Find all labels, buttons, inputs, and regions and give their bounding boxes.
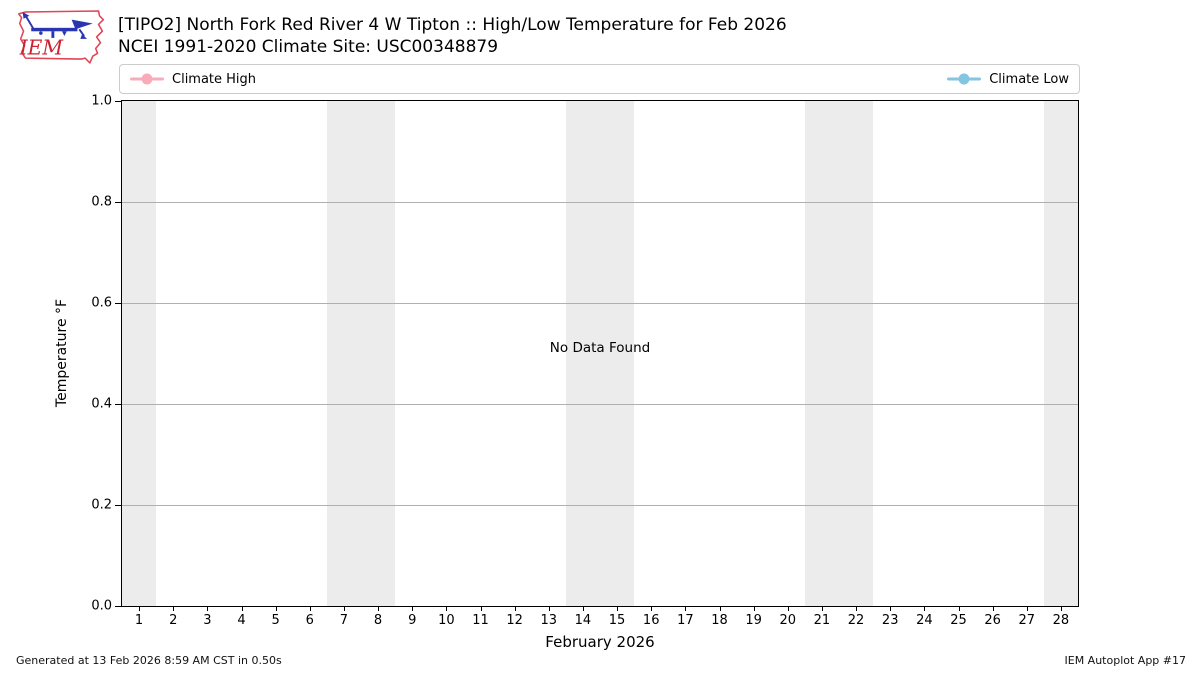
x-tick-mark	[343, 606, 345, 611]
y-tick-label: 0.4	[91, 396, 112, 412]
x-tick-mark	[719, 606, 721, 611]
x-tick-label: 21	[813, 613, 831, 628]
x-tick-label: 5	[271, 613, 280, 628]
x-tick-mark	[958, 606, 960, 611]
x-tick-mark	[309, 606, 311, 611]
x-tick-label: 14	[574, 613, 592, 628]
x-tick-label: 1	[134, 613, 144, 628]
x-tick-mark	[548, 606, 550, 611]
x-tick-label: 28	[1052, 613, 1070, 628]
x-tick-mark	[787, 606, 789, 611]
title-block: [TIPO2] North Fork Red River 4 W Tipton …	[118, 14, 787, 58]
legend-label-climate-low: Climate Low	[989, 71, 1069, 87]
climate-low-marker-icon	[947, 73, 982, 85]
x-tick-label: 4	[237, 613, 246, 628]
weekend-band	[804, 101, 874, 606]
plot-area: No Data Found 1.0 0.8 0.6 0.4 0.2 0.0 1 2 3 4 5 6 7 8…	[91, 94, 1079, 628]
x-tick-label: 24	[916, 613, 933, 628]
x-tick-mark	[378, 606, 380, 611]
y-axis-label: Temperature °F	[54, 298, 70, 408]
x-tick-mark	[582, 606, 584, 611]
x-tick-mark	[1026, 606, 1028, 611]
y-tick-mark	[115, 101, 122, 102]
x-tick-label: 7	[339, 613, 349, 628]
weekend-band	[565, 101, 635, 606]
y-tick-label: 1.0	[91, 93, 112, 109]
chart-title: [TIPO2] North Fork Red River 4 W Tipton …	[118, 15, 787, 35]
legend-box: Climate High Climate Low	[119, 64, 1080, 94]
x-tick-mark	[412, 606, 414, 611]
y-tick-label: 0.6	[91, 295, 112, 311]
x-tick-mark	[617, 606, 619, 611]
x-tick-mark	[446, 606, 448, 611]
generated-timestamp: Generated at 13 Feb 2026 8:59 AM CST in …	[16, 654, 282, 667]
x-tick-label: 19	[745, 613, 762, 628]
y-gridline	[122, 202, 1078, 203]
x-tick-label: 25	[950, 613, 967, 628]
x-tick-mark	[275, 606, 277, 611]
x-tick-label: 3	[203, 613, 212, 628]
y-gridline	[122, 404, 1078, 405]
weekend-band	[326, 101, 396, 606]
x-tick-mark	[207, 606, 209, 611]
x-tick-mark	[241, 606, 243, 611]
y-tick-mark	[115, 202, 122, 203]
x-tick-mark	[890, 606, 892, 611]
y-tick-mark	[115, 606, 122, 607]
x-tick-mark	[753, 606, 755, 611]
x-tick-label: 20	[779, 613, 797, 628]
y-tick-mark	[115, 303, 122, 304]
x-tick-label: 12	[506, 613, 523, 628]
x-tick-label: 16	[642, 613, 660, 628]
x-tick-label: 17	[677, 613, 694, 628]
x-tick-mark	[685, 606, 687, 611]
y-tick-label: 0.8	[91, 194, 112, 210]
x-tick-label: 10	[438, 613, 455, 628]
x-tick-mark	[651, 606, 653, 611]
x-tick-label: 13	[540, 613, 558, 628]
x-tick-mark	[514, 606, 516, 611]
y-tick-mark	[115, 404, 122, 405]
climate-high-marker-icon	[130, 73, 164, 85]
x-tick-mark	[856, 606, 858, 611]
weekend-band	[1043, 101, 1078, 606]
x-tick-label: 26	[984, 613, 1001, 628]
y-gridline	[122, 303, 1078, 304]
legend-label-climate-high: Climate High	[172, 71, 257, 87]
y-tick-label: 0.0	[91, 598, 112, 614]
x-tick-mark	[924, 606, 926, 611]
x-tick-mark	[821, 606, 823, 611]
x-tick-mark	[480, 606, 482, 611]
weather-vane-icon	[22, 11, 93, 39]
x-tick-label: 15	[608, 613, 626, 628]
x-tick-label: 23	[881, 613, 899, 628]
x-tick-label: 8	[373, 613, 383, 628]
logo-text: IEM	[19, 35, 65, 59]
y-tick-mark	[115, 505, 122, 506]
x-tick-label: 9	[408, 613, 417, 628]
x-axis-label: February 2026	[545, 633, 655, 651]
y-gridline	[122, 505, 1078, 506]
x-tick-label: 6	[305, 613, 314, 628]
iem-logo: IEM	[17, 10, 105, 64]
y-tick-label: 0.2	[91, 497, 112, 513]
x-tick-label: 11	[472, 613, 489, 628]
legend-entry-climate-low: Climate Low	[947, 72, 1069, 87]
x-tick-label: 2	[169, 613, 178, 628]
x-tick-label: 27	[1018, 613, 1036, 628]
x-tick-mark	[992, 606, 994, 611]
chart-subtitle: NCEI 1991-2020 Climate Site: USC00348879	[118, 37, 499, 57]
x-tick-label: 22	[847, 613, 865, 628]
no-data-message: No Data Found	[549, 340, 651, 357]
app-credit: IEM Autoplot App #17	[1064, 654, 1187, 667]
x-tick-mark	[173, 606, 175, 611]
x-tick-mark	[139, 606, 141, 611]
x-tick-label: 18	[711, 613, 728, 628]
x-tick-mark	[1060, 606, 1062, 611]
legend-entry-climate-high: Climate High	[130, 72, 256, 87]
weekend-band	[122, 101, 157, 606]
